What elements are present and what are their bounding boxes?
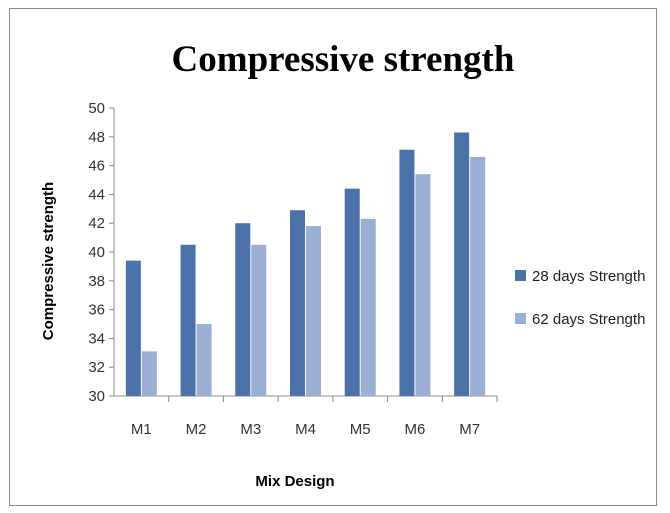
bar-m1-series-2 bbox=[141, 351, 157, 396]
bar-m3-series-1 bbox=[235, 223, 251, 396]
y-tick-label: 34 bbox=[88, 330, 105, 347]
y-tick-label: 44 bbox=[88, 186, 105, 203]
bar-m2-series-1 bbox=[180, 244, 196, 396]
bar-m6-series-1 bbox=[399, 149, 415, 396]
y-tick-label: 48 bbox=[88, 129, 105, 146]
x-tick-label: M1 bbox=[131, 421, 152, 438]
x-tick-label: M5 bbox=[350, 421, 371, 438]
bar-m6-series-2 bbox=[415, 174, 431, 396]
x-tick-label: M2 bbox=[186, 421, 207, 438]
legend-label-series-2: 62 days Strength bbox=[532, 311, 645, 328]
y-axis-label-group: Compressive strength bbox=[40, 182, 57, 340]
legend-swatch-series-2 bbox=[515, 313, 526, 324]
y-tick-label: 38 bbox=[88, 273, 105, 290]
legend-label-series-1: 28 days Strength bbox=[532, 268, 645, 285]
x-tick-label: M4 bbox=[295, 421, 316, 438]
bar-m5-series-1 bbox=[344, 188, 360, 396]
bar-m7-series-1 bbox=[454, 132, 470, 396]
y-tick-label: 40 bbox=[88, 244, 105, 261]
chart-frame: Compressive strength Compressive strengt… bbox=[9, 8, 657, 506]
legend: 28 days Strength 62 days Strength bbox=[515, 268, 645, 328]
y-tick-label: 36 bbox=[88, 302, 105, 319]
x-tick-label: M7 bbox=[459, 421, 480, 438]
y-tick-label: 46 bbox=[88, 158, 105, 175]
x-tick-label: M6 bbox=[405, 421, 426, 438]
x-axis-label: Mix Design bbox=[255, 473, 334, 490]
y-tick-label: 32 bbox=[88, 359, 105, 376]
bar-m4-series-2 bbox=[306, 226, 321, 396]
x-tick-label: M3 bbox=[240, 421, 261, 438]
bar-chart: Compressive strength Compressive strengt… bbox=[40, 39, 645, 490]
y-tick-label: 50 bbox=[88, 100, 105, 117]
y-tick-label: 42 bbox=[88, 215, 105, 232]
y-tick-label: 30 bbox=[88, 388, 105, 405]
bar-m2-series-2 bbox=[196, 324, 212, 396]
bar-m1-series-1 bbox=[125, 260, 141, 396]
bar-m4-series-1 bbox=[290, 210, 305, 396]
bar-m3-series-2 bbox=[251, 244, 267, 396]
y-axis-label: Compressive strength bbox=[40, 182, 57, 340]
bar-m5-series-2 bbox=[360, 218, 376, 396]
chart-title: Compressive strength bbox=[172, 39, 515, 80]
plot-area: 30 32 34 36 38 40 42 44 46 48 50 M1 M2 M3 M4 M5 M6 M7 bbox=[88, 100, 498, 438]
legend-swatch-series-1 bbox=[515, 270, 526, 281]
bar-m7-series-2 bbox=[470, 156, 486, 396]
